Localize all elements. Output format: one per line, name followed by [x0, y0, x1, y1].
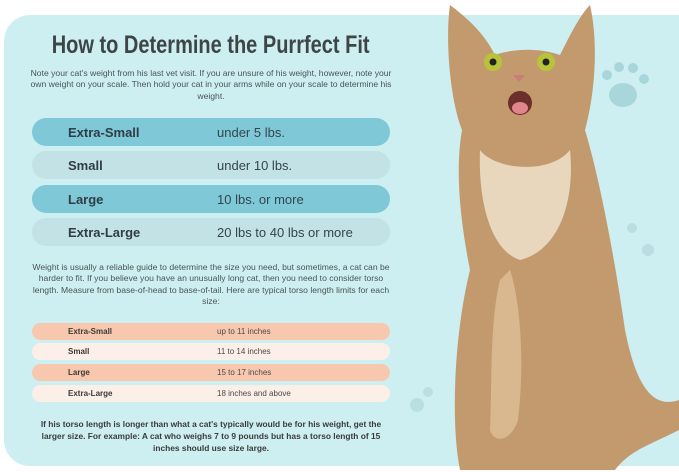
size-value: under 10 lbs.: [217, 157, 293, 173]
cat-chest: [479, 150, 571, 260]
torso-intro-text: Weight is usually a reliable guide to de…: [32, 262, 390, 306]
torso-row: Extra-Large 18 inches and above: [32, 385, 390, 402]
weight-row: Extra-Large 20 lbs to 40 lbs or more: [32, 218, 390, 246]
torso-row: Extra-Small up to 11 inches: [32, 323, 390, 340]
size-value: 11 to 14 inches: [217, 347, 271, 356]
page-title-container: How to Determine the Purrfect Fit: [0, 30, 422, 60]
size-label: Extra-Large: [68, 224, 141, 240]
size-label: Extra-Small: [68, 327, 113, 336]
intro-text: Note your cat's weight from his last vet…: [30, 68, 392, 101]
size-value: up to 11 inches: [217, 327, 271, 336]
size-value: 18 inches and above: [217, 389, 291, 398]
torso-row: Small 11 to 14 inches: [32, 343, 390, 360]
paw-print-icon: [602, 62, 649, 107]
size-label: Extra-Large: [68, 389, 113, 398]
torso-row: Large 15 to 17 inches: [32, 364, 390, 381]
size-value: 15 to 17 inches: [217, 368, 272, 377]
cat-photo: [410, 5, 679, 470]
size-value: under 5 lbs.: [217, 124, 285, 140]
size-label: Large: [68, 191, 104, 207]
size-value: 10 lbs. or more: [217, 191, 304, 207]
size-label: Small: [68, 347, 90, 356]
weight-row: Extra-Small under 5 lbs.: [32, 118, 390, 146]
size-label: Extra-Small: [68, 124, 140, 140]
cat-nose: [513, 75, 525, 82]
sizing-note: If his torso length is longer than what …: [40, 419, 382, 453]
weight-row: Large 10 lbs. or more: [32, 185, 390, 213]
size-label: Large: [68, 368, 90, 377]
paw-print-icon: [410, 223, 654, 412]
size-value: 20 lbs to 40 lbs or more: [217, 224, 353, 240]
cat-paw: [490, 270, 522, 439]
weight-row: Small under 10 lbs.: [32, 151, 390, 179]
size-label: Small: [68, 157, 103, 173]
page-title: How to Determine the Purrfect Fit: [52, 31, 370, 59]
